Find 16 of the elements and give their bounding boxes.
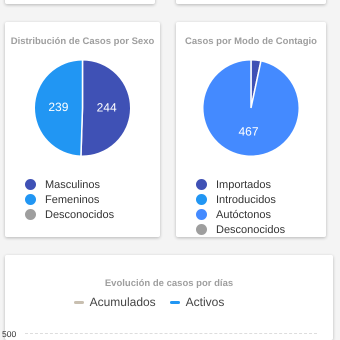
data-label: 244	[96, 100, 117, 115]
legend-label: Importados	[216, 178, 272, 190]
legend-label: Masculinos	[45, 178, 100, 190]
legend-label: Desconocidos	[216, 224, 286, 236]
data-label: 467	[238, 124, 259, 138]
legend-label: Activos	[186, 295, 224, 309]
text: Evolución de casos por días	[104, 278, 234, 289]
data-label: 239	[48, 100, 69, 114]
chart-title: Casos por Modo de Contagio	[184, 36, 318, 47]
chart-title: Distribución de Casos por Sexo	[10, 36, 156, 47]
legend-label: Desconocidos	[45, 208, 114, 220]
legend-label: Autóctonos	[216, 208, 272, 220]
legend-label: Femeninos	[45, 194, 100, 206]
legend-label: Acumulados	[90, 295, 156, 309]
text: 500	[2, 329, 16, 339]
legend-label: Introducidos	[216, 194, 276, 206]
